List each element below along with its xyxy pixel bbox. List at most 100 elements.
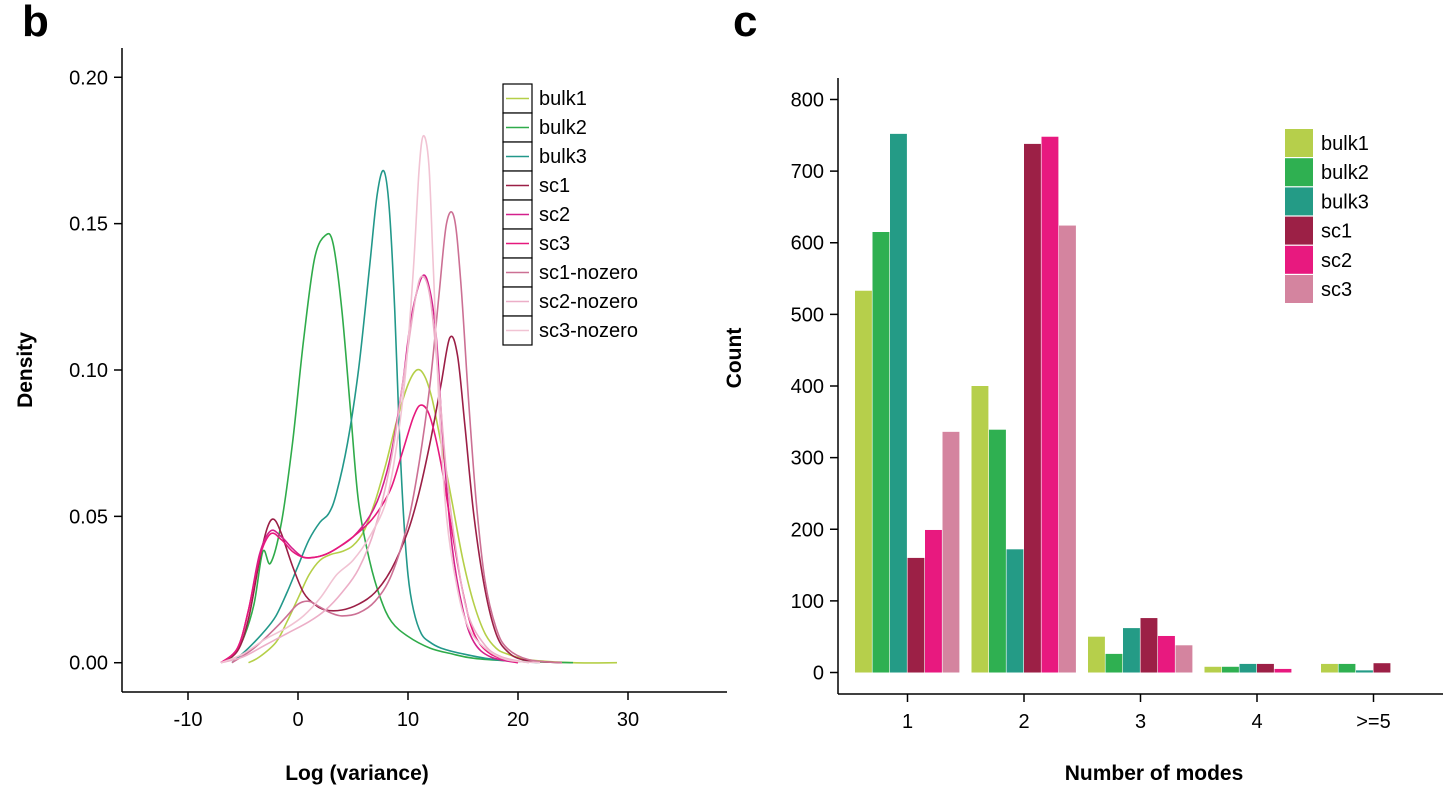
bar-sc3-2 — [1059, 225, 1076, 673]
bar-series — [855, 133, 1391, 673]
bar-bulk2-2 — [989, 429, 1006, 673]
bar-bulk3-3 — [1123, 628, 1140, 673]
y-tick-label: 700 — [791, 161, 824, 183]
density-line-sc1-nozero — [231, 211, 563, 664]
legend-label: bulk2 — [1321, 162, 1369, 184]
legend-key-swatch — [1285, 245, 1313, 274]
legend-label: bulk2 — [539, 117, 587, 139]
density-axes — [121, 48, 727, 693]
bar-sc2-2 — [1041, 136, 1059, 673]
legend-entry-bulk1: bulk1 — [502, 83, 587, 114]
bar-sc2-4 — [1274, 668, 1292, 673]
bar-sc2-3 — [1158, 635, 1175, 673]
y-tick-label: 0.10 — [69, 360, 108, 382]
bar-sc1-2 — [1024, 143, 1041, 673]
legend-label: sc2 — [1321, 250, 1352, 272]
bar-bulk3-4 — [1239, 663, 1257, 673]
bar-bulk2-3 — [1105, 653, 1123, 673]
x-tick-label: 0 — [292, 709, 303, 731]
bar-bulk2->=5 — [1338, 663, 1356, 673]
density-lines — [220, 134, 618, 664]
bar-bulk1->=5 — [1321, 663, 1338, 673]
legend-entry-sc1-nozero: sc1-nozero — [502, 257, 638, 288]
y-tick-label: 0.05 — [69, 506, 108, 528]
legend-label: sc2 — [539, 204, 570, 226]
panel-label-c: c — [733, 0, 757, 46]
legend-entry-sc3: sc3 — [502, 228, 570, 259]
bar-bulk3-1 — [890, 133, 907, 673]
bar-chart-panel: c 1 2 3 4 >=5 0 100 200 300 400 500 600 700 800 Numbe… — [723, 0, 1443, 785]
density-line-sc1 — [220, 335, 563, 664]
x-axis-title: Number of modes — [1065, 762, 1244, 785]
bar-bulk3-2 — [1006, 549, 1024, 673]
bar-sc1-3 — [1140, 618, 1158, 673]
legend-key-swatch — [1285, 158, 1313, 187]
bar-sc3-3 — [1175, 645, 1193, 673]
legend-entry-bulk1: bulk1 — [1285, 129, 1369, 157]
density-legend: bulk1 bulk2 bulk3 sc1 sc2 sc3 sc1-nozero sc2-no… — [502, 83, 638, 346]
legend-entry-sc2: sc2 — [1285, 245, 1352, 274]
density-line-sc3-nozero — [220, 134, 541, 664]
legend-key-swatch — [1285, 216, 1313, 245]
legend-entry-sc3-nozero: sc3-nozero — [502, 315, 638, 346]
bar-bulk2-1 — [872, 232, 890, 673]
y-axis-title: Density — [14, 332, 37, 408]
x-tick-label: 3 — [1135, 711, 1146, 733]
y-tick-label: 100 — [791, 591, 824, 613]
legend-label: bulk1 — [1321, 133, 1369, 155]
y-tick-label: 300 — [791, 448, 824, 470]
legend-entry-sc1: sc1 — [1285, 216, 1352, 245]
legend-entry-sc3: sc3 — [1285, 275, 1352, 303]
legend-label: bulk1 — [539, 88, 587, 110]
density-line-bulk1 — [248, 368, 618, 664]
bar-sc3-1 — [942, 431, 960, 673]
legend-label: sc1 — [1321, 221, 1352, 243]
bar-ticks: 1 2 3 4 >=5 0 100 200 300 400 500 600 700 800 — [791, 89, 1391, 733]
x-tick-label: 2 — [1018, 711, 1029, 733]
density-line-sc2-nozero — [220, 275, 530, 664]
legend-entry-bulk2: bulk2 — [502, 112, 587, 143]
legend-key-swatch — [1285, 187, 1313, 216]
bar-sc1-4 — [1257, 663, 1274, 673]
y-tick-label: 800 — [791, 89, 824, 111]
x-axis-title: Log (variance) — [285, 762, 429, 785]
bar-sc1-1 — [907, 557, 925, 673]
x-tick-label: 4 — [1251, 711, 1262, 733]
bar-bulk1-1 — [855, 290, 872, 673]
legend-label: sc3 — [539, 233, 570, 255]
density-line-sc3 — [220, 404, 519, 664]
legend-label: sc1-nozero — [539, 262, 638, 284]
legend-entry-sc2: sc2 — [502, 199, 570, 230]
legend-entry-bulk3: bulk3 — [1285, 187, 1369, 216]
y-tick-label: 0.15 — [69, 214, 108, 236]
y-tick-label: 200 — [791, 519, 824, 541]
legend-label: sc3-nozero — [539, 320, 638, 342]
legend-entry-sc1: sc1 — [502, 170, 570, 201]
y-tick-label: 400 — [791, 376, 824, 398]
legend-label: bulk3 — [1321, 191, 1369, 213]
density-line-bulk3 — [231, 169, 541, 664]
y-tick-label: 0.00 — [69, 653, 108, 675]
bar-bulk3->=5 — [1356, 670, 1373, 673]
bar-sc2-1 — [925, 529, 942, 673]
legend-entry-sc2-nozero: sc2-nozero — [502, 286, 638, 317]
legend-key-swatch — [1285, 129, 1313, 157]
bar-legend: bulk1 bulk2 bulk3 sc1 sc2 sc3 — [1285, 129, 1369, 303]
legend-label: bulk3 — [539, 146, 587, 168]
bar-bulk2-4 — [1222, 666, 1239, 673]
y-tick-label: 0.20 — [69, 67, 108, 89]
x-tick-label: 1 — [902, 711, 913, 733]
y-tick-label: 500 — [791, 304, 824, 326]
x-tick-label: >=5 — [1356, 711, 1390, 733]
bar-bulk1-2 — [971, 386, 989, 673]
x-tick-label: 20 — [507, 709, 529, 731]
legend-entry-bulk2: bulk2 — [1285, 158, 1369, 187]
density-line-bulk2 — [220, 232, 574, 664]
bar-bulk1-4 — [1204, 666, 1222, 673]
legend-entry-bulk3: bulk3 — [502, 141, 587, 172]
x-tick-label: 30 — [617, 709, 639, 731]
legend-key-swatch — [1285, 275, 1313, 303]
legend-label: sc3 — [1321, 279, 1352, 301]
bar-bulk1-3 — [1088, 636, 1105, 673]
